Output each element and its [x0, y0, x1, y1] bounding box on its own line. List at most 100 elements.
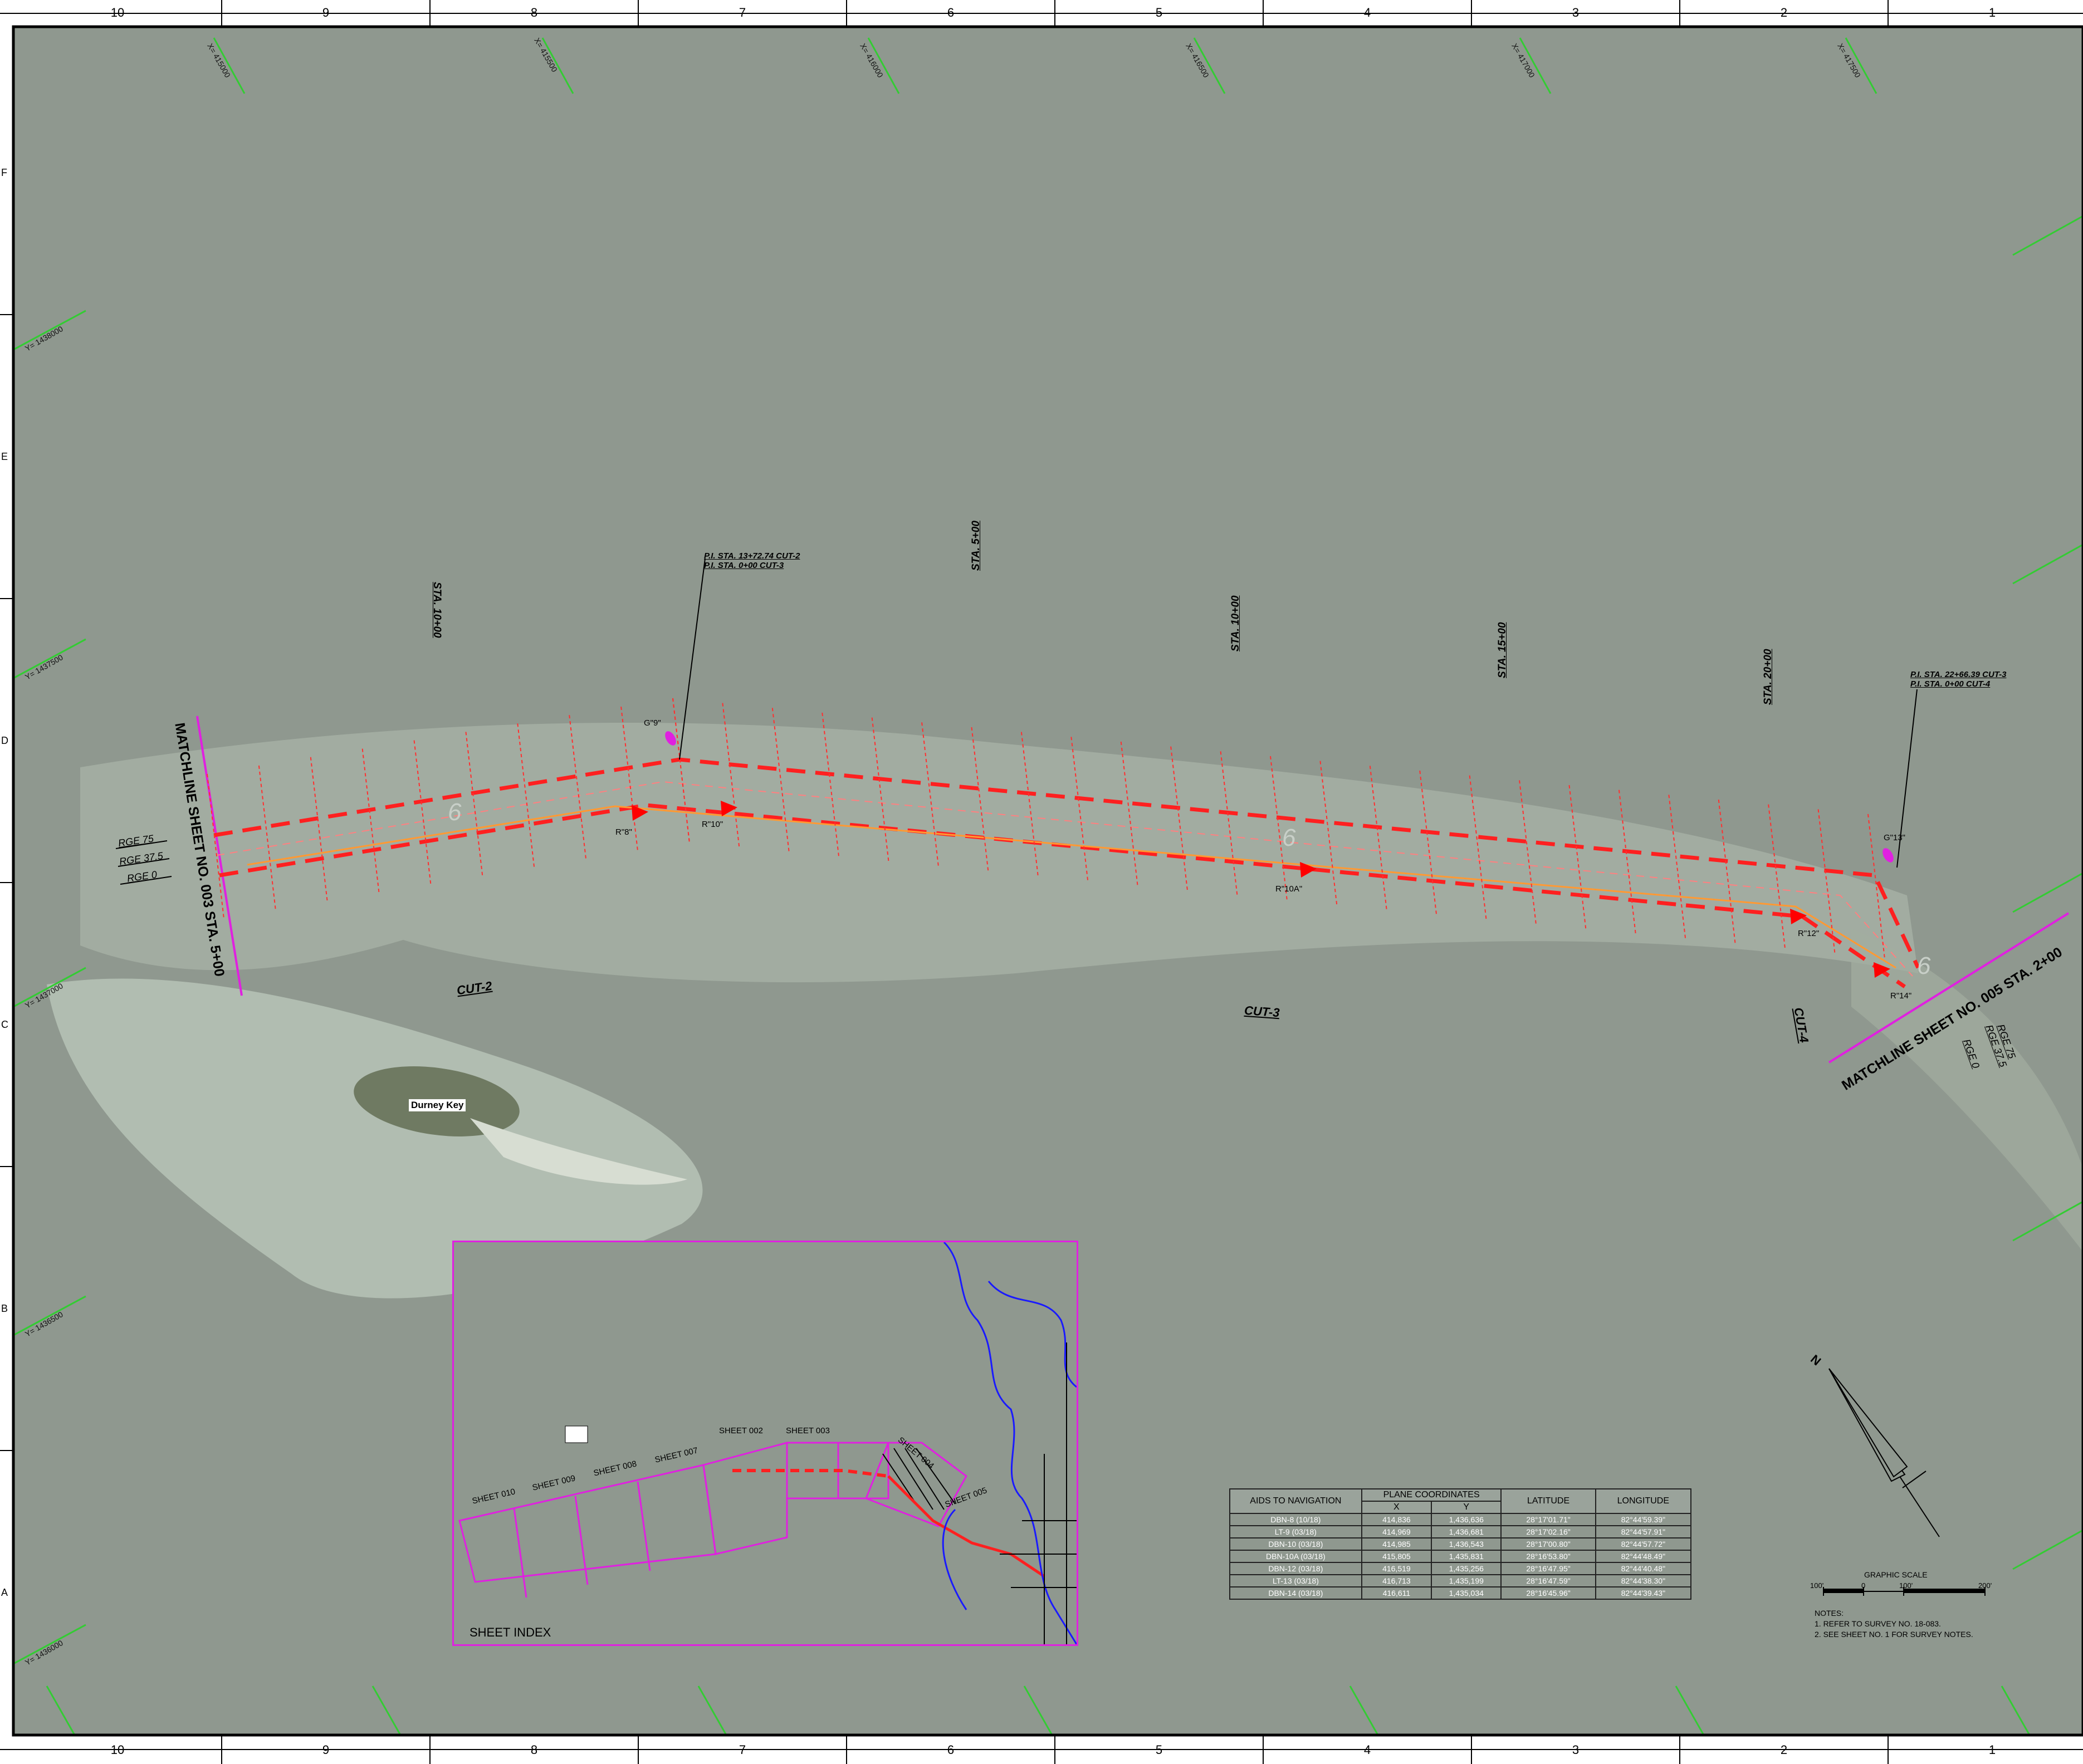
table-cell: 1,436,681	[1431, 1525, 1502, 1538]
row-label: F	[1, 167, 7, 178]
aids-subheader: Y	[1431, 1501, 1502, 1514]
table-cell: 82°44'39.43"	[1595, 1586, 1692, 1600]
shoal-area	[80, 723, 1918, 983]
station-label: STA. 5+00	[970, 521, 982, 571]
graphic-scale-title: GRAPHIC SCALE	[1864, 1570, 1928, 1579]
table-cell: 28°16'47.95"	[1500, 1562, 1596, 1575]
aids-table-body: DBN-8 (10/18) 414,836 1,436,636 28°17'01.71…	[1229, 1513, 1692, 1600]
pi-label-line: P.I. STA. 13+72.74 CUT-2	[704, 551, 800, 561]
beacon-label: G"9"	[644, 718, 661, 728]
marker-r12	[1790, 909, 1807, 924]
station-label: STA. 10+00	[1230, 595, 1241, 651]
pi-label-line: P.I. STA. 0+00 CUT-3	[704, 561, 784, 570]
coordinate-ticks	[13, 37, 2083, 1735]
table-cell: 416,611	[1361, 1586, 1432, 1600]
column-label: 9	[322, 6, 330, 19]
beacon-g13	[1882, 848, 1894, 863]
table-cell: 82°44'48.49"	[1595, 1550, 1692, 1563]
row-label: B	[1, 1303, 8, 1314]
sheet-index-shoreline	[942, 1242, 1077, 1644]
table-cell: 82°44'57.91"	[1595, 1525, 1692, 1538]
channel-centerline	[216, 781, 1913, 977]
sheet-index-title: SHEET INDEX	[470, 1625, 551, 1639]
table-cell: LT-13 (03/18)	[1229, 1574, 1362, 1587]
table-cell: 82°44'38.30"	[1595, 1574, 1692, 1587]
durney-key-spit	[470, 1118, 687, 1185]
marker-label: R"8"	[615, 827, 632, 837]
station-label: STA. 10+00	[431, 582, 443, 638]
table-row: DBN-14 (03/18) 416,611 1,435,034 28°16'45.9…	[1229, 1586, 1692, 1600]
marker-label: R"14"	[1890, 991, 1912, 1001]
scale-tick-label: 100'	[1899, 1581, 1913, 1590]
pi-label-right: P.I. STA. 22+66.39 CUT-3 P.I. STA. 0+00 …	[1910, 670, 2006, 689]
table-cell: LT-9 (03/18)	[1229, 1525, 1362, 1538]
channel-depth-mark: 6	[1917, 952, 1931, 979]
sheet-index-inset: SHEET 010 SHEET 009 SHEET 008 SHEET 007 …	[452, 1241, 1078, 1646]
beacon-label: G"13"	[1884, 833, 1906, 842]
table-cell: 28°16'47.59"	[1500, 1574, 1596, 1587]
table-cell: 1,435,034	[1431, 1586, 1502, 1600]
sheet-index-label: SHEET 002	[719, 1426, 763, 1435]
aids-to-navigation-table: AIDS TO NAVIGATION PLANE COORDINATES LAT…	[1229, 1488, 1692, 1600]
column-label: 1	[1988, 6, 1996, 19]
table-cell: 1,436,636	[1431, 1513, 1502, 1526]
row-label: C	[1, 1019, 8, 1030]
table-cell: 414,985	[1361, 1537, 1432, 1551]
table-cell: 1,436,543	[1431, 1537, 1502, 1551]
notes: NOTES: 1. REFER TO SURVEY NO. 18-083. 2.…	[1815, 1608, 1973, 1640]
range-lines	[115, 840, 172, 885]
column-label: 6	[947, 6, 955, 19]
note-line: 2. SEE SHEET NO. 1 FOR SURVEY NOTES.	[1815, 1630, 1973, 1639]
island-label: Durney Key	[409, 1099, 466, 1111]
marker-r10a	[1300, 862, 1317, 878]
row-label: A	[1, 1587, 8, 1598]
aids-header: LATITUDE	[1500, 1488, 1596, 1514]
beacon-g9	[665, 731, 676, 746]
sheet-index-map	[454, 1242, 1077, 1644]
row-label: E	[1, 451, 8, 462]
table-cell: 28°17'02.16"	[1500, 1525, 1596, 1538]
column-label: 3	[1572, 6, 1580, 19]
table-cell: 416,713	[1361, 1574, 1432, 1587]
station-label: STA. 15+00	[1497, 622, 1508, 678]
column-label: 8	[530, 6, 538, 19]
marker-label: R"10"	[702, 820, 723, 829]
table-cell: DBN-14 (03/18)	[1229, 1586, 1362, 1600]
column-label: 10	[110, 6, 125, 19]
marker-label: R"10A"	[1275, 884, 1303, 894]
table-cell: 415,805	[1361, 1550, 1432, 1563]
marker-label: R"12"	[1798, 929, 1820, 938]
scale-tick-label: 0	[1861, 1581, 1866, 1590]
station-label: STA. 20+00	[1762, 649, 1774, 705]
scale-tick-label: 100'	[1810, 1581, 1824, 1590]
north-arrow	[1828, 1368, 1940, 1537]
table-cell: 28°16'45.96"	[1500, 1586, 1596, 1600]
column-label: 2	[1780, 6, 1788, 19]
table-cell: DBN-10A (03/18)	[1229, 1550, 1362, 1563]
pi-label-line: P.I. STA. 22+66.39 CUT-3	[1910, 670, 2007, 679]
table-cell: 1,435,199	[1431, 1574, 1502, 1587]
durney-key-shoal	[47, 978, 703, 1298]
table-row: DBN-10A (03/18) 415,805 1,435,831 28°16'53.…	[1229, 1550, 1692, 1563]
aids-header: AIDS TO NAVIGATION	[1229, 1488, 1362, 1514]
table-row: DBN-10 (03/18) 414,985 1,436,543 28°17'00.8…	[1229, 1537, 1692, 1551]
table-cell: 82°44'57.72"	[1595, 1537, 1692, 1551]
table-cell: DBN-12 (03/18)	[1229, 1562, 1362, 1575]
table-cell: DBN-8 (10/18)	[1229, 1513, 1362, 1526]
channel-east-shoal	[1851, 929, 2083, 1252]
pi-label-line: P.I. STA. 0+00 CUT-4	[1910, 679, 1991, 689]
marker-r14	[1874, 962, 1890, 978]
aids-header: PLANE COORDINATES	[1361, 1488, 1502, 1502]
table-cell: 414,836	[1361, 1513, 1432, 1526]
table-cell: DBN-10 (03/18)	[1229, 1537, 1362, 1551]
table-row: DBN-12 (03/18) 416,519 1,435,256 28°16'47.9…	[1229, 1562, 1692, 1575]
matchline-right	[1828, 912, 2070, 1064]
aids-subheader: X	[1361, 1501, 1432, 1514]
aids-header: LONGITUDE	[1595, 1488, 1692, 1514]
table-row: LT-13 (03/18) 416,713 1,435,199 28°16'47.59…	[1229, 1574, 1692, 1587]
channel-depth-mark: 6	[448, 798, 462, 826]
pi-label-left: P.I. STA. 13+72.74 CUT-2 P.I. STA. 0+00 …	[704, 551, 800, 570]
note-line: 1. REFER TO SURVEY NO. 18-083.	[1815, 1619, 1941, 1628]
